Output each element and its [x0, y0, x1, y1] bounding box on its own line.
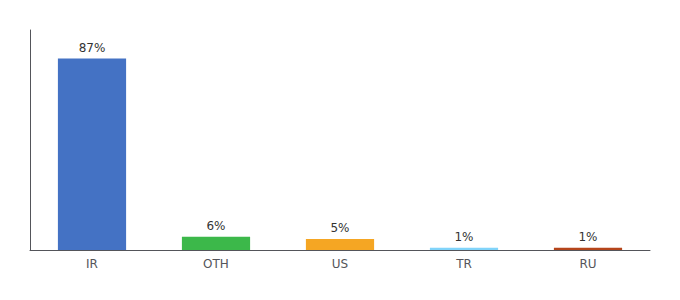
svg-text:5%: 5% [330, 221, 349, 235]
svg-text:1%: 1% [578, 230, 597, 244]
svg-text:1%: 1% [454, 230, 473, 244]
svg-text:IR: IR [86, 257, 98, 271]
svg-text:87%: 87% [79, 41, 106, 55]
svg-text:US: US [332, 257, 348, 271]
svg-text:RU: RU [579, 257, 596, 271]
svg-text:OTH: OTH [203, 257, 229, 271]
svg-text:TR: TR [455, 257, 472, 271]
svg-text:6%: 6% [206, 219, 225, 233]
